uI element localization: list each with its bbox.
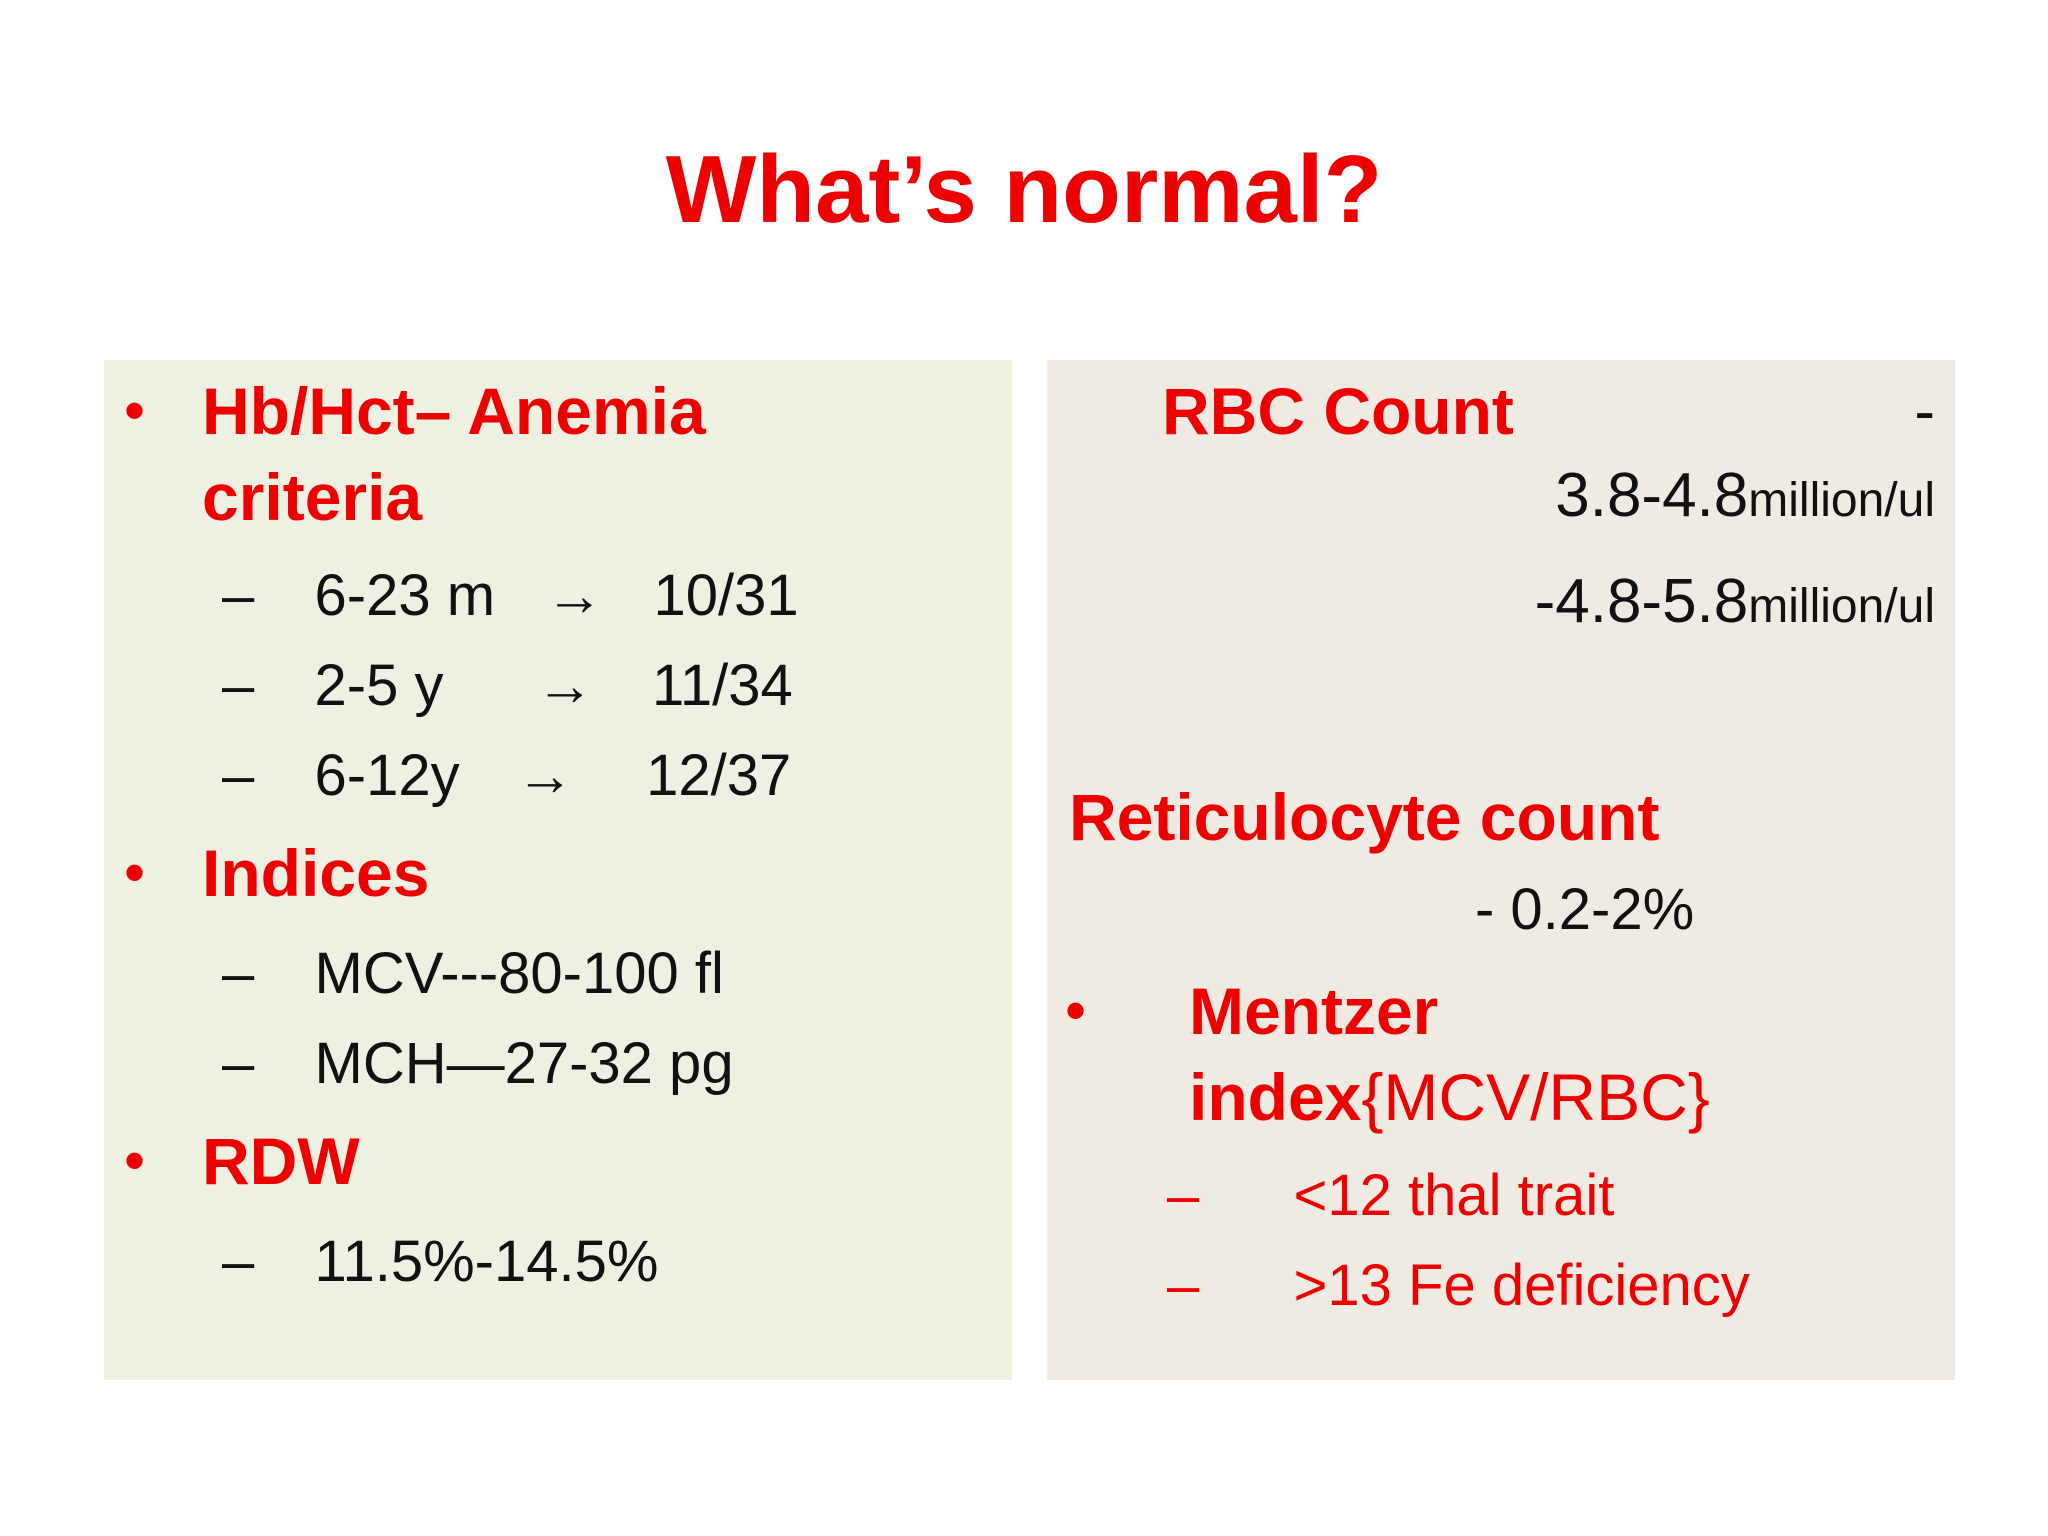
rbc-range-unit: million/ul [1748,474,1935,527]
rbc-count-heading: RBC Count [1162,374,1514,448]
bullet-heading-hb-hct: Hb/Hct– Anemia [202,374,706,448]
reticulocyte-value: - 0.2-2% [1475,877,1695,942]
index-value: MCH—27-32 pg [314,1031,734,1096]
bullet-heading-indices: Indices [202,836,430,910]
bullet-marker: • [124,377,146,444]
bullet-heading-hb-hct-cont: criteria [202,460,423,534]
hb-hct-value: 12/37 [646,743,792,808]
hb-hct-value: 11/34 [651,653,793,718]
mentzer-heading: Mentzer [1189,974,1439,1048]
bullet-marker: • [124,839,146,906]
dash: – [1167,1253,1200,1318]
dash: – [222,743,255,808]
reticulocyte-count-heading: Reticulocyte count [1069,780,1660,854]
list-item: – MCV---80-100 fl [222,938,724,1010]
arrow-right-icon: → [535,653,594,718]
dash: – [222,653,255,718]
rbc-range-value: 3.8-4.8 [1555,461,1749,530]
dash: – [222,563,255,628]
list-item: – 2-5 y → 11/34 [222,650,793,722]
hb-hct-value: 10/31 [653,563,799,628]
rdw-value: 11.5%-14.5% [314,1229,659,1294]
rbc-trailing-dash: - [1914,377,1935,446]
list-item: – MCH—27-32 pg [222,1028,734,1100]
list-item: – >13 Fe deficiency [1167,1250,1750,1322]
dash: – [222,941,255,1006]
bullet-marker: • [1065,977,1087,1044]
mentzer-item: >13 Fe deficiency [1293,1253,1750,1318]
bullet-marker: • [124,1127,146,1194]
list-item: – <12 thal trait [1167,1160,1614,1232]
mentzer-index-word: index [1189,1060,1362,1134]
list-item: – 11.5%-14.5% [222,1226,658,1298]
dash: – [222,1229,255,1294]
rbc-range-line1: 3.8-4.8million/ul [1555,456,1935,536]
list-item: – 6-12y → 12/37 [222,740,791,812]
arrow-right-icon: → [545,563,604,628]
arrow-right-icon: → [515,743,574,808]
age-label: 6-12y [314,743,460,808]
mentzer-item: <12 thal trait [1293,1163,1615,1228]
rbc-range-value: -4.8-5.8 [1534,567,1749,636]
left-panel: • Hb/Hct– Anemia criteria – 6-23 m → 10/… [104,360,1012,1380]
bullet-heading-rdw: RDW [202,1124,360,1198]
slide-title: What’s normal? [665,136,1383,243]
dash: – [1167,1163,1200,1228]
age-label: 2-5 y [314,653,444,718]
list-item: – 6-23 m → 10/31 [222,560,799,632]
mentzer-formula: {MCV/RBC} [1361,1060,1710,1134]
rbc-range-unit: million/ul [1748,580,1935,633]
dash: – [222,1031,255,1096]
age-label: 6-23 m [314,563,496,628]
mentzer-heading-line2: index{MCV/RBC} [1189,1054,1710,1140]
right-panel: RBC Count - 3.8-4.8million/ul -4.8-5.8mi… [1047,360,1955,1380]
rbc-range-line2: -4.8-5.8million/ul [1535,562,1935,642]
index-value: MCV---80-100 fl [314,941,724,1006]
